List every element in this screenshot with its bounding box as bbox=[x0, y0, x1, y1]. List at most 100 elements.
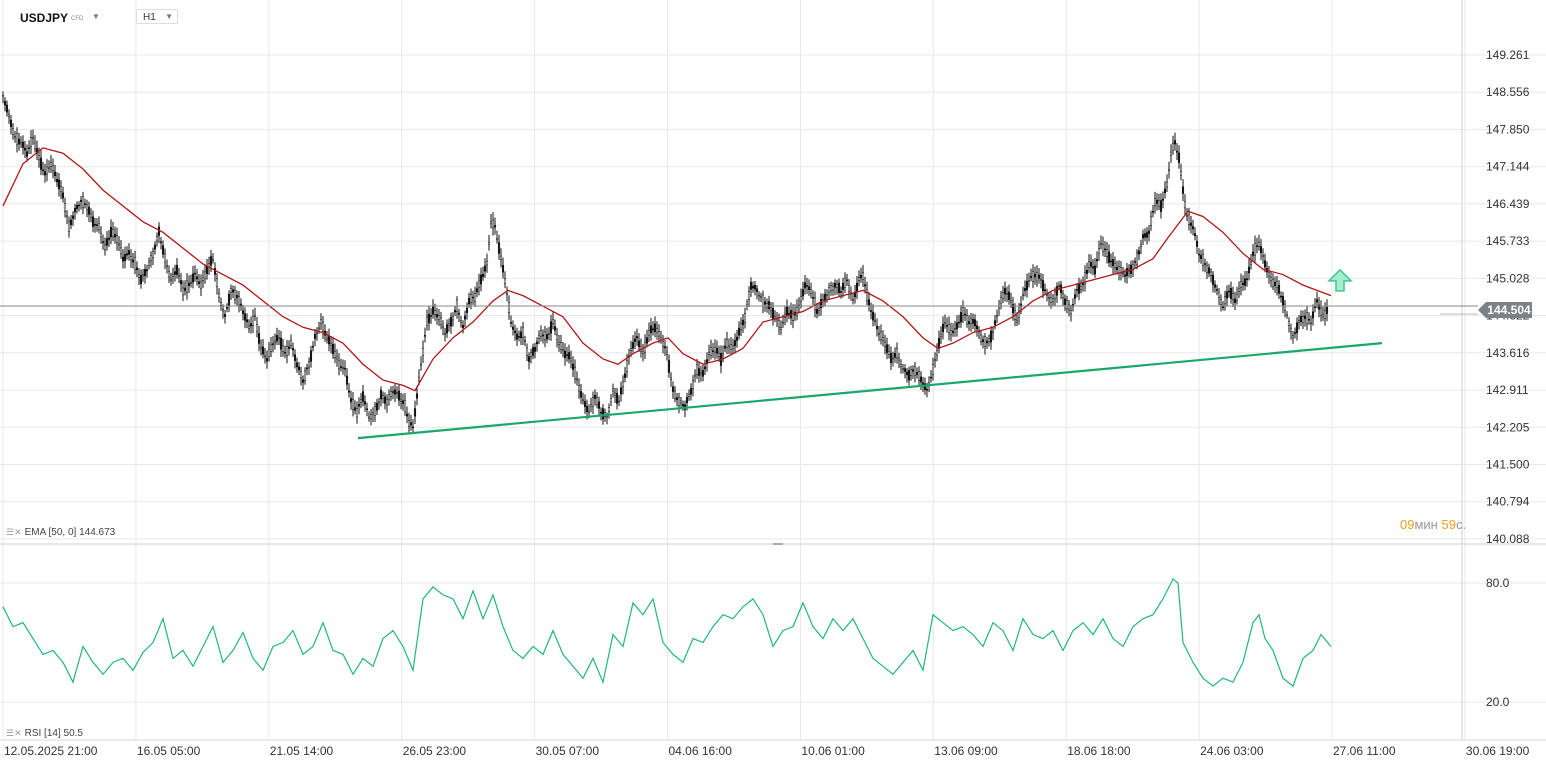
x-tick-label: 04.06 16:00 bbox=[669, 744, 733, 758]
pane-resize-handle bbox=[773, 543, 783, 545]
candle-body bbox=[615, 392, 619, 404]
candle-body bbox=[1099, 242, 1103, 245]
candle-body bbox=[633, 338, 637, 342]
candle-body bbox=[757, 294, 761, 297]
candle-body bbox=[109, 226, 113, 238]
candle-body bbox=[805, 285, 809, 287]
candle-body bbox=[1271, 278, 1275, 287]
candle-body bbox=[847, 285, 851, 292]
candle-body bbox=[1101, 244, 1105, 252]
candle-body bbox=[923, 383, 927, 391]
candle-body bbox=[69, 219, 73, 225]
candle-body bbox=[983, 336, 987, 347]
candle-body bbox=[485, 261, 489, 266]
candle-body bbox=[889, 353, 893, 364]
candle-body bbox=[851, 299, 855, 301]
candle-body bbox=[143, 269, 147, 277]
menu-icon[interactable]: ☰✕ bbox=[6, 728, 22, 738]
candle-body bbox=[403, 400, 407, 413]
candle-body bbox=[901, 368, 905, 370]
candle-body bbox=[1323, 309, 1327, 319]
symbol-label[interactable]: USDJPY CFD bbox=[20, 11, 84, 25]
candle-body bbox=[753, 285, 757, 290]
candle-body bbox=[461, 324, 465, 328]
candle-body bbox=[303, 370, 307, 381]
candle-body bbox=[79, 199, 83, 202]
x-tick-label: 27.06 11:00 bbox=[1333, 744, 1396, 758]
candle-body bbox=[473, 293, 477, 302]
candle-body bbox=[1259, 246, 1263, 254]
candle-body bbox=[273, 340, 277, 344]
candle-body bbox=[695, 364, 699, 375]
candle-body bbox=[527, 356, 531, 362]
candle-body bbox=[203, 271, 207, 280]
candle-body bbox=[343, 367, 347, 370]
candle-body bbox=[1283, 303, 1287, 311]
candle-body bbox=[369, 414, 373, 420]
candle-body bbox=[815, 309, 819, 314]
candle-body bbox=[1121, 272, 1125, 275]
candle-body bbox=[1035, 272, 1039, 282]
candle-body bbox=[151, 251, 155, 258]
candle-body bbox=[541, 334, 545, 337]
candle-body bbox=[687, 393, 691, 397]
y-tick-label: 142.205 bbox=[1486, 420, 1530, 434]
candle-body bbox=[875, 325, 879, 330]
candle-body bbox=[495, 238, 499, 240]
candle-body bbox=[341, 367, 345, 369]
candle-body bbox=[835, 283, 839, 288]
candle-body bbox=[1155, 199, 1159, 204]
timeframe-select[interactable]: H1 ▼ bbox=[136, 9, 178, 24]
candle-body bbox=[123, 254, 127, 262]
candle-body bbox=[1087, 261, 1091, 268]
candle-body bbox=[979, 334, 983, 342]
candle-body bbox=[557, 342, 561, 345]
candle-body bbox=[259, 347, 263, 350]
candle-body bbox=[49, 162, 53, 167]
menu-icon[interactable]: ☰✕ bbox=[6, 527, 22, 537]
candle-body bbox=[545, 334, 549, 340]
candle-body bbox=[113, 234, 117, 238]
rsi-indicator-label[interactable]: ☰✕ RSI [14] 50.5 bbox=[6, 728, 83, 739]
candle-body bbox=[721, 353, 725, 356]
candle-body bbox=[1069, 309, 1073, 315]
candle-body bbox=[137, 274, 141, 278]
candle-body bbox=[937, 337, 941, 349]
candle-body bbox=[81, 196, 85, 208]
candle-body bbox=[807, 286, 811, 290]
candle-body bbox=[861, 272, 865, 280]
candle-body bbox=[863, 284, 867, 287]
candle-body bbox=[65, 215, 69, 218]
candle-body bbox=[353, 407, 357, 411]
ema-indicator-label[interactable]: ☰✕ EMA [50, 0] 144.673 bbox=[6, 527, 116, 538]
candle-body bbox=[1275, 281, 1279, 288]
candle-body bbox=[843, 277, 847, 288]
candle-body bbox=[981, 339, 985, 343]
candle-body bbox=[85, 204, 89, 211]
candle-body bbox=[1111, 258, 1115, 267]
candle-body bbox=[731, 345, 735, 350]
candle-body bbox=[1095, 259, 1099, 262]
symbol-dropdown-icon[interactable]: ▼ bbox=[92, 12, 100, 21]
candle-body bbox=[801, 289, 805, 297]
candle-body bbox=[1091, 266, 1095, 269]
candle-body bbox=[493, 225, 497, 228]
candle-body bbox=[195, 276, 199, 280]
candle-body bbox=[481, 273, 485, 278]
candle-body bbox=[735, 336, 739, 341]
candle-body bbox=[115, 235, 119, 244]
candle-body bbox=[559, 342, 563, 350]
candle-body bbox=[329, 343, 333, 346]
candle-body bbox=[437, 315, 441, 321]
candle-body bbox=[491, 219, 495, 229]
candle-body bbox=[89, 213, 93, 218]
candle-body bbox=[945, 325, 949, 327]
candle-body bbox=[881, 337, 885, 341]
candle-body bbox=[263, 355, 267, 358]
candle-body bbox=[149, 255, 153, 261]
candle-body bbox=[99, 233, 103, 238]
candle-body bbox=[277, 337, 281, 339]
rsi-line bbox=[2, 578, 1332, 688]
candle-body bbox=[197, 281, 201, 284]
